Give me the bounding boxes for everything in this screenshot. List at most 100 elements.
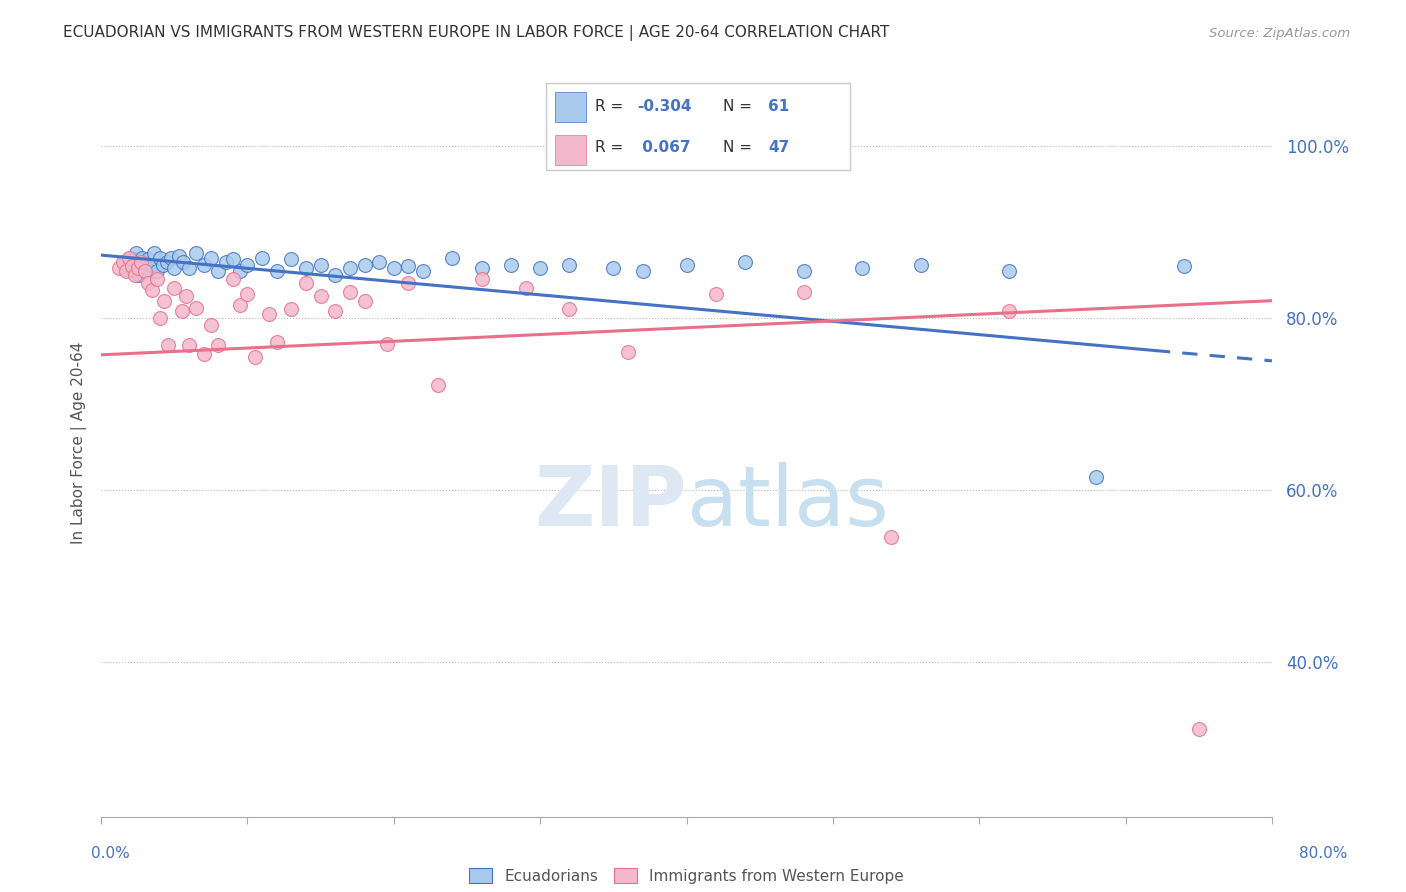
Text: 0.0%: 0.0% (91, 847, 131, 861)
Point (200, 318, 222, 332)
Point (186, 301, 208, 315)
Point (193, 347, 215, 361)
Point (118, 251, 141, 265)
Point (120, 251, 142, 265)
Point (122, 252, 145, 267)
Point (125, 246, 148, 260)
Point (602, 260, 624, 275)
Point (280, 252, 302, 267)
Point (134, 263, 156, 277)
Text: ECUADORIAN VS IMMIGRANTS FROM WESTERN EUROPE IN LABOR FORCE | AGE 20-64 CORRELAT: ECUADORIAN VS IMMIGRANTS FROM WESTERN EU… (63, 26, 890, 41)
Point (107, 260, 129, 275)
Point (266, 334, 288, 349)
Point (266, 263, 288, 277)
Point (1188, 722, 1211, 736)
Point (309, 258, 332, 272)
Point (114, 255, 136, 269)
Point (236, 286, 259, 301)
Point (997, 304, 1019, 318)
Point (121, 260, 143, 275)
Point (471, 260, 494, 275)
Text: 80.0%: 80.0% (1299, 847, 1347, 861)
Point (127, 260, 149, 274)
Point (910, 258, 932, 272)
Point (152, 258, 174, 272)
Point (157, 338, 180, 352)
Point (529, 260, 551, 275)
Point (243, 350, 266, 364)
Point (156, 255, 179, 269)
Point (167, 249, 190, 263)
Point (118, 258, 141, 272)
Point (141, 283, 163, 297)
Point (174, 289, 197, 303)
Point (558, 302, 581, 317)
Point (675, 258, 697, 272)
Point (170, 304, 193, 318)
Point (200, 251, 222, 265)
Point (323, 268, 346, 282)
Point (368, 255, 391, 269)
Point (153, 293, 176, 308)
Point (398, 260, 420, 274)
Text: Source: ZipAtlas.com: Source: ZipAtlas.com (1209, 28, 1350, 40)
Point (145, 272, 167, 286)
Point (295, 277, 318, 291)
Point (139, 258, 162, 272)
Point (499, 258, 522, 272)
Point (149, 251, 172, 265)
Point (236, 258, 259, 272)
Point (124, 263, 146, 277)
Point (295, 260, 318, 275)
Point (229, 263, 252, 277)
Point (121, 260, 143, 274)
Point (207, 263, 229, 277)
Point (558, 258, 581, 272)
Point (617, 345, 640, 359)
Point (172, 255, 194, 269)
Point (353, 258, 375, 272)
Point (160, 251, 183, 265)
Point (163, 281, 186, 295)
Point (149, 310, 172, 325)
Point (259, 307, 281, 321)
Point (339, 285, 361, 299)
Point (134, 263, 156, 277)
Point (131, 251, 153, 265)
Point (115, 263, 138, 277)
Text: atlas: atlas (686, 462, 889, 543)
Point (631, 263, 654, 277)
Point (117, 261, 139, 276)
Point (129, 255, 152, 269)
Point (734, 255, 756, 269)
Point (112, 255, 135, 269)
Point (136, 277, 159, 291)
Point (129, 255, 152, 269)
Point (229, 298, 252, 312)
Point (142, 246, 165, 260)
Point (128, 268, 150, 282)
Point (997, 263, 1019, 277)
Point (382, 260, 405, 275)
Point (851, 260, 873, 275)
Point (471, 272, 494, 286)
Point (1085, 470, 1108, 484)
Text: ZIP: ZIP (534, 462, 686, 543)
Point (880, 530, 903, 544)
Point (136, 252, 159, 267)
Point (375, 336, 398, 351)
Point (222, 252, 245, 267)
Point (193, 258, 215, 272)
Point (250, 251, 273, 265)
Point (280, 302, 302, 317)
Point (132, 260, 155, 274)
Point (793, 263, 815, 277)
Point (515, 281, 537, 295)
Point (214, 255, 236, 269)
Point (441, 251, 464, 265)
Point (398, 277, 420, 291)
Legend: Ecuadorians, Immigrants from Western Europe: Ecuadorians, Immigrants from Western Eur… (470, 868, 904, 884)
Point (127, 260, 149, 275)
Point (323, 304, 346, 318)
Point (793, 285, 815, 299)
